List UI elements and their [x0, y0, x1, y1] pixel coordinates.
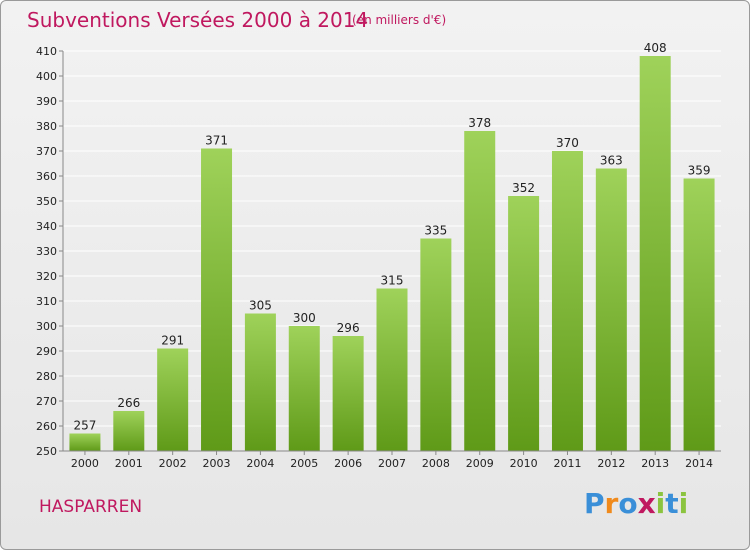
x-tick-label-2004: 2004 — [246, 457, 274, 470]
data-label-2008: 335 — [424, 224, 447, 238]
bar-2001 — [113, 411, 145, 451]
bar-2007 — [376, 288, 408, 451]
x-tick-label-2003: 2003 — [203, 457, 231, 470]
bar-2014 — [683, 178, 715, 451]
x-tick-label-2012: 2012 — [597, 457, 625, 470]
data-label-2004: 305 — [249, 299, 272, 313]
logo-letter: P — [584, 487, 605, 520]
logo-letter: t — [665, 487, 679, 520]
data-label-2009: 378 — [468, 116, 491, 130]
logo-letter: i — [678, 487, 689, 520]
logo-letter: r — [604, 487, 619, 520]
bar-2009 — [464, 131, 496, 451]
bar-2003 — [201, 148, 233, 451]
y-tick-label: 390 — [36, 95, 57, 108]
y-tick-label: 300 — [36, 320, 57, 333]
logo-letter: i — [655, 487, 666, 520]
bar-2010 — [508, 196, 540, 451]
bar-2002 — [157, 348, 189, 451]
y-tick-label: 350 — [36, 195, 57, 208]
bar-2000 — [69, 433, 101, 451]
y-tick-label: 260 — [36, 420, 57, 433]
data-label-2014: 359 — [688, 164, 711, 178]
x-tick-label-2000: 2000 — [71, 457, 99, 470]
y-tick-label: 310 — [36, 295, 57, 308]
data-label-2013: 408 — [644, 41, 667, 55]
y-tick-label: 400 — [36, 70, 57, 83]
x-tick-label-2006: 2006 — [334, 457, 362, 470]
x-tick-label-2010: 2010 — [510, 457, 538, 470]
bar-2005 — [288, 326, 320, 451]
chart-title: Subventions Versées 2000 à 2014 — [27, 8, 369, 32]
data-label-2010: 352 — [512, 181, 535, 195]
data-label-2000: 257 — [73, 419, 96, 433]
x-tick-label-2011: 2011 — [553, 457, 581, 470]
data-label-2001: 266 — [117, 396, 140, 410]
x-tick-label-2002: 2002 — [159, 457, 187, 470]
bar-2013 — [639, 56, 671, 451]
x-tick-label-2008: 2008 — [422, 457, 450, 470]
y-tick-label: 330 — [36, 245, 57, 258]
location-label: HASPARREN — [39, 497, 143, 517]
chart-subtitle: (en milliers d'€) — [352, 13, 447, 27]
data-label-2011: 370 — [556, 136, 579, 150]
y-tick-label: 380 — [36, 120, 57, 133]
proxiti-logo: Proxiti — [584, 487, 688, 520]
data-label-2003: 371 — [205, 134, 228, 148]
x-axis-ticks: 2000 2001 2002 2003 2004 2005 2006 2007 2008 2009… — [63, 450, 721, 470]
y-tick-label: 370 — [36, 145, 57, 158]
data-label-2005: 300 — [293, 311, 316, 325]
bar-2006 — [332, 336, 364, 451]
bar-2012 — [595, 168, 627, 451]
x-tick-label-2009: 2009 — [466, 457, 494, 470]
logo-letter: o — [618, 487, 638, 520]
y-tick-label: 360 — [36, 170, 57, 183]
x-tick-label-2001: 2001 — [115, 457, 143, 470]
y-tick-label: 320 — [36, 270, 57, 283]
data-label-2006: 296 — [337, 321, 360, 335]
x-tick-label-2005: 2005 — [290, 457, 318, 470]
bar-2011 — [551, 151, 583, 451]
x-tick-label-2007: 2007 — [378, 457, 406, 470]
y-tick-label: 410 — [36, 45, 57, 58]
data-label-2007: 315 — [381, 274, 404, 288]
y-tick-label: 280 — [36, 370, 57, 383]
logo-letter: x — [637, 487, 656, 520]
y-tick-label: 270 — [36, 395, 57, 408]
x-tick-label-2014: 2014 — [685, 457, 713, 470]
y-tick-label: 340 — [36, 220, 57, 233]
data-label-2002: 291 — [161, 334, 184, 348]
x-tick-label-2013: 2013 — [641, 457, 669, 470]
y-tick-label: 250 — [36, 445, 57, 458]
y-tick-label: 290 — [36, 345, 57, 358]
bar-2008 — [420, 238, 452, 451]
data-label-2012: 363 — [600, 154, 623, 168]
y-axis-ticks: 250 260 270 280 290 300 310 320 330 340 350 360 370 3… — [36, 45, 64, 458]
bar-2004 — [244, 313, 276, 451]
bars — [69, 56, 715, 451]
data-labels: 257 266 291 371 305 300 296 315 335 378 352 370 363 4… — [73, 41, 710, 433]
